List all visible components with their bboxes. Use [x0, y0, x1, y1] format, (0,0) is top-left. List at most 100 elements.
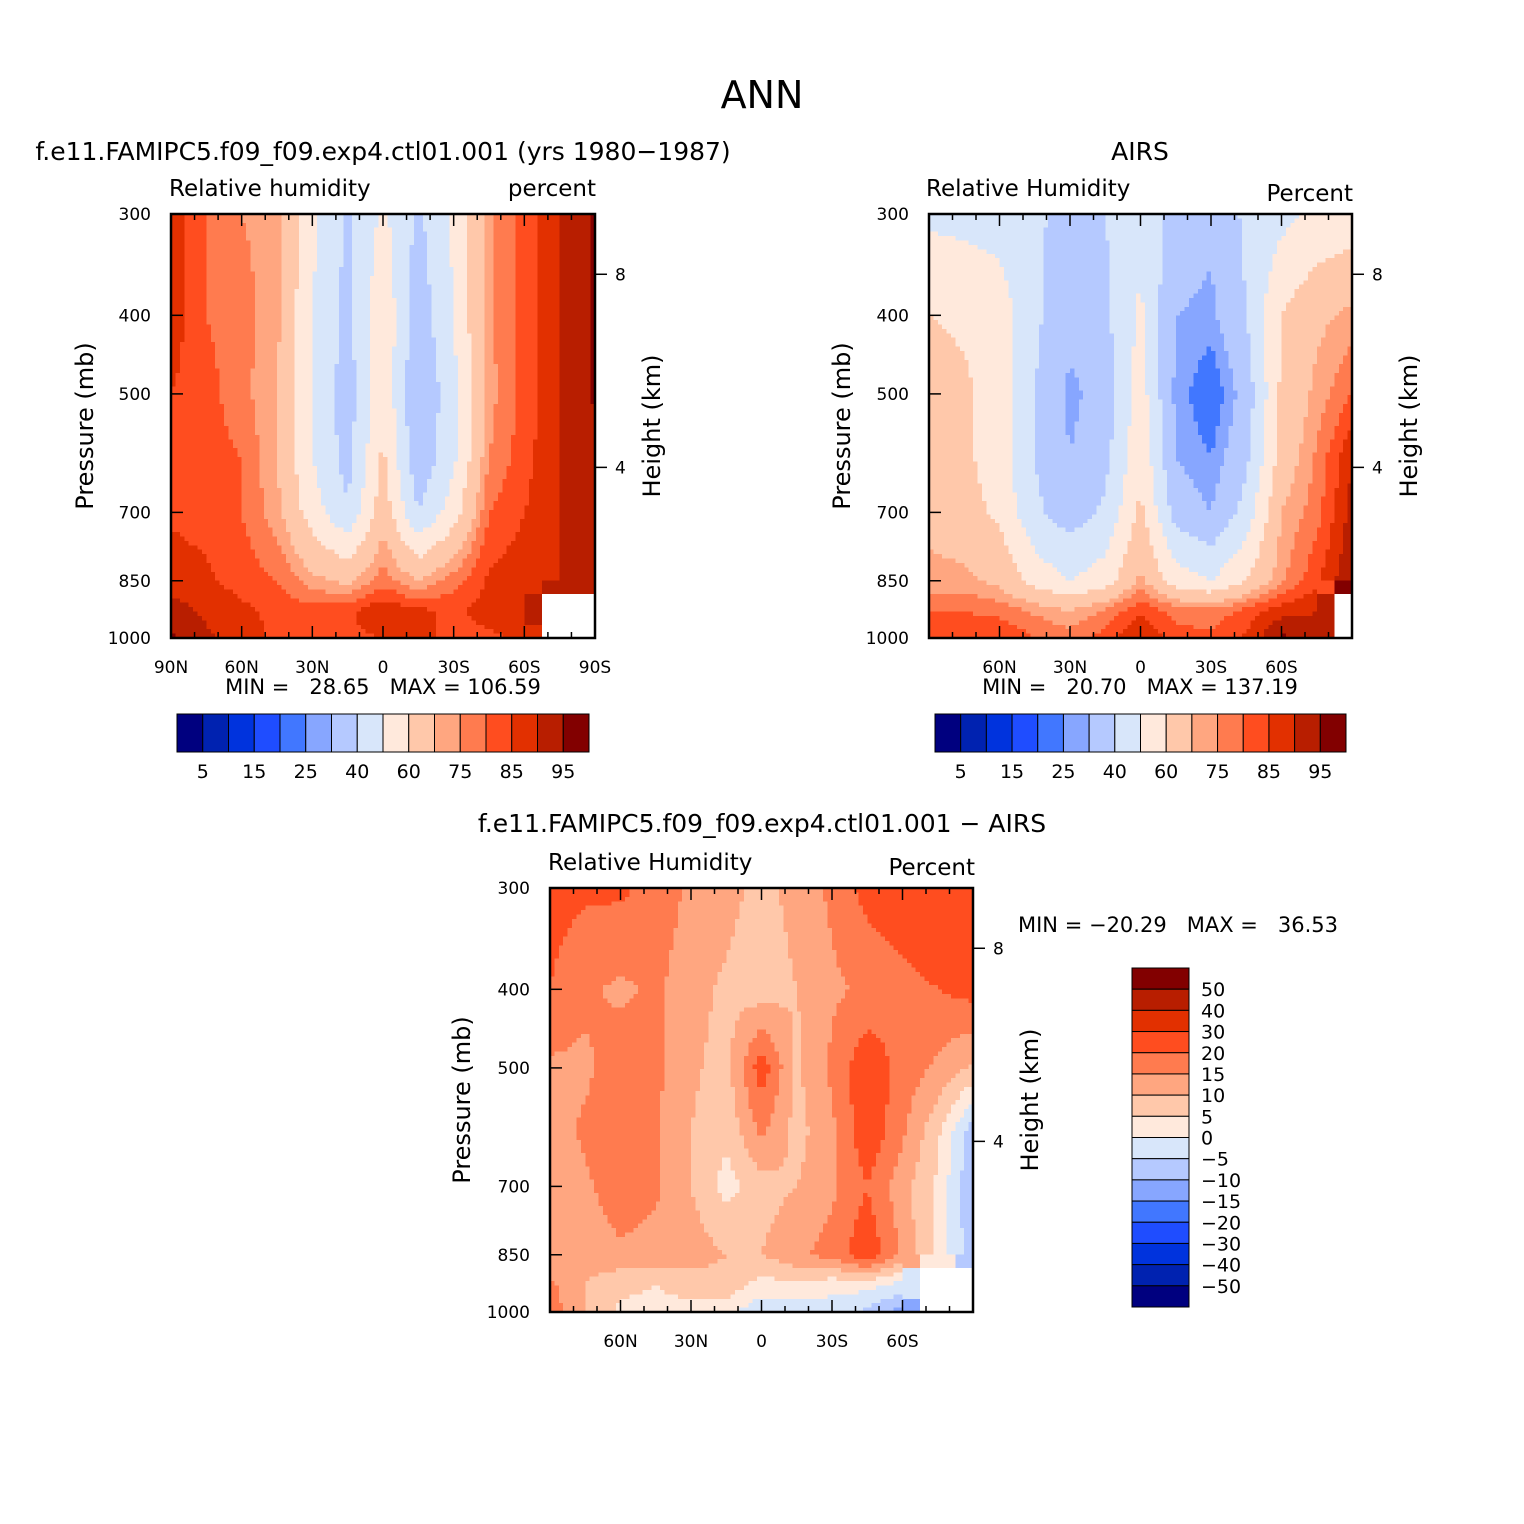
contour-cell [224, 227, 229, 232]
contour-cell [577, 347, 582, 352]
contour-cell [538, 417, 543, 422]
contour-cell [546, 430, 551, 435]
contour-cell [343, 417, 348, 422]
contour-cell [281, 417, 286, 422]
contour-cell [423, 263, 428, 268]
contour-cell [220, 294, 225, 299]
contour-cell [582, 382, 587, 387]
contour-cell [564, 263, 569, 268]
contour-cell [295, 417, 300, 422]
contour-cell [471, 271, 476, 276]
contour-cell [220, 302, 225, 307]
contour-cell [493, 236, 498, 241]
contour-cell [569, 382, 574, 387]
contour-cell [410, 329, 415, 334]
contour-cell [546, 263, 551, 268]
contour-cell [489, 267, 494, 272]
contour-cell [198, 311, 203, 316]
contour-cell [228, 369, 233, 374]
contour-cell [343, 324, 348, 329]
contour-cell [304, 404, 309, 409]
contour-cell [387, 338, 392, 343]
contour-cell [564, 311, 569, 316]
contour-cell [361, 302, 366, 307]
contour-cell [206, 333, 211, 338]
contour-cell [334, 254, 339, 259]
contour-cell [538, 289, 543, 294]
contour-cell [418, 386, 423, 391]
contour-cell [516, 386, 521, 391]
contour-cell [405, 373, 410, 378]
contour-cell [259, 241, 264, 246]
contour-cell [387, 369, 392, 374]
contour-cell [211, 298, 216, 303]
contour-cell [542, 351, 547, 356]
contour-cell [538, 435, 543, 440]
panel-model-contours: 90N 60N 30N 0 30S 60S 90S300400500700850100084 [108, 205, 626, 678]
contour-cell [264, 329, 269, 334]
contour-cell [255, 373, 260, 378]
contour-cell [299, 364, 304, 369]
contour-cell [273, 316, 278, 321]
contour-cell [493, 316, 498, 321]
contour-cell [538, 395, 543, 400]
contour-cell [564, 218, 569, 223]
contour-cell [317, 369, 322, 374]
contour-cell [242, 285, 247, 290]
contour-cell [246, 435, 251, 440]
contour-cell [317, 439, 322, 444]
contour-cell [202, 232, 207, 237]
contour-cell [436, 232, 441, 237]
contour-cell [551, 430, 556, 435]
contour-cell [198, 342, 203, 347]
contour-cell [493, 258, 498, 263]
contour-cell [489, 289, 494, 294]
contour-cell [396, 351, 401, 356]
contour-cell [361, 355, 366, 360]
contour-cell [295, 430, 300, 435]
contour-cell [228, 422, 233, 427]
contour-cell [202, 391, 207, 396]
contour-cell [295, 400, 300, 405]
contour-cell [211, 386, 216, 391]
contour-cell [476, 417, 481, 422]
contour-cell [193, 426, 198, 431]
contour-cell [546, 391, 551, 396]
contour-cell [370, 289, 375, 294]
contour-cell [202, 369, 207, 374]
contour-cell [304, 430, 309, 435]
contour-cell [573, 391, 578, 396]
contour-cell [418, 400, 423, 405]
contour-cell [564, 422, 569, 427]
contour-cell [480, 422, 485, 427]
contour-cell [564, 382, 569, 387]
contour-cell [511, 320, 516, 325]
contour-cell [502, 329, 507, 334]
contour-cell [326, 276, 331, 281]
contour-cell [577, 254, 582, 259]
contour-cell [485, 302, 490, 307]
contour-cell [339, 218, 344, 223]
contour-cell [374, 377, 379, 382]
contour-cell [533, 391, 538, 396]
contour-cell [538, 307, 543, 312]
contour-cell [560, 439, 565, 444]
contour-cell [560, 400, 565, 405]
contour-cell [542, 276, 547, 281]
contour-cell [586, 249, 591, 254]
contour-cell [396, 298, 401, 303]
contour-cell [348, 223, 353, 228]
contour-cell [304, 289, 309, 294]
contour-cell [546, 232, 551, 237]
contour-cell [317, 364, 322, 369]
contour-cell [542, 408, 547, 413]
contour-cell [206, 227, 211, 232]
contour-cell [498, 382, 503, 387]
contour-cell [321, 439, 326, 444]
contour-cell [396, 302, 401, 307]
contour-cell [507, 360, 512, 365]
contour-cell [524, 417, 529, 422]
contour-cell [573, 258, 578, 263]
contour-cell [299, 320, 304, 325]
contour-cell [330, 426, 335, 431]
